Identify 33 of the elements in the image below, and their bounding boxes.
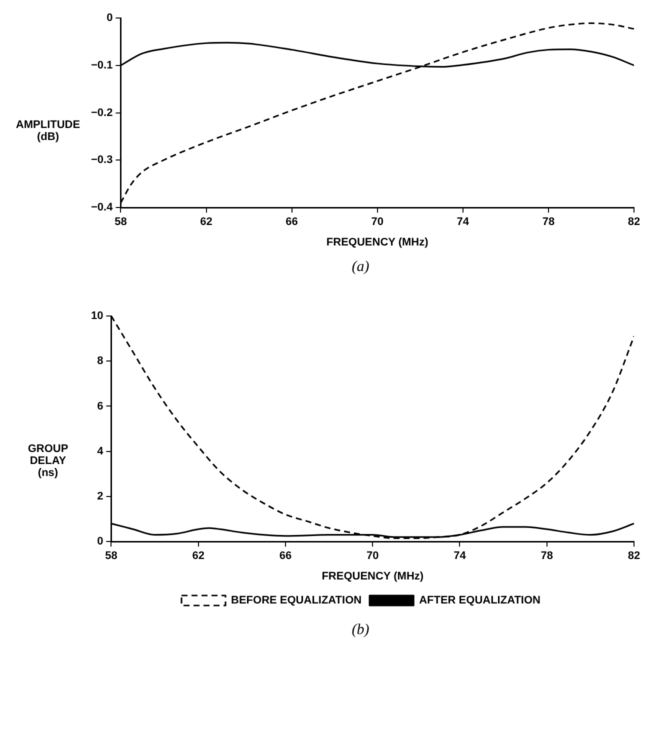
y-tick-label: 6 <box>97 400 104 412</box>
y-tick-label: −0.1 <box>90 59 113 72</box>
y-tick-label: 8 <box>97 355 104 368</box>
y-tick-label: 2 <box>97 490 104 503</box>
x-tick-label: 58 <box>114 216 127 228</box>
x-tick-label: 74 <box>454 550 467 562</box>
x-axis-title: FREQUENCY (MHz) <box>322 570 424 582</box>
y-tick-label: −0.2 <box>90 106 113 119</box>
text: (a) <box>350 259 370 276</box>
y-tick-label: 4 <box>97 445 104 458</box>
y-tick-label: 10 <box>90 310 104 322</box>
x-axis-title: FREQUENCY (MHz) <box>326 236 429 248</box>
y-axis-title: AMPLITUDE (dB) <box>14 118 82 142</box>
x-tick-label: 66 <box>286 216 298 228</box>
x-tick-label: 78 <box>540 550 553 562</box>
y-tick-label: −0.3 <box>90 154 113 166</box>
x-tick-label: 70 <box>371 216 384 228</box>
x-tick-label: 62 <box>200 216 212 228</box>
x-tick-label: 74 <box>456 216 470 228</box>
x-tick-label: 58 <box>105 550 118 562</box>
x-tick-label: 82 <box>628 550 640 562</box>
y-tick-label: 0 <box>97 536 104 548</box>
text: (b) <box>350 622 370 639</box>
x-tick-label: 62 <box>192 550 204 562</box>
x-tick-label: 78 <box>542 216 555 228</box>
y-tick-label: 0 <box>106 12 113 24</box>
y-tick-label: −0.4 <box>90 202 114 214</box>
x-tick-label: 82 <box>628 216 640 228</box>
x-tick-label: 66 <box>279 550 292 562</box>
x-tick-label: 70 <box>366 550 379 562</box>
y-axis-title: GROUP DELAY (ns) <box>26 443 70 479</box>
legend-label: BEFORE EQUALIZATION <box>231 594 362 607</box>
legend-label: AFTER EQUALIZATION <box>419 594 541 607</box>
